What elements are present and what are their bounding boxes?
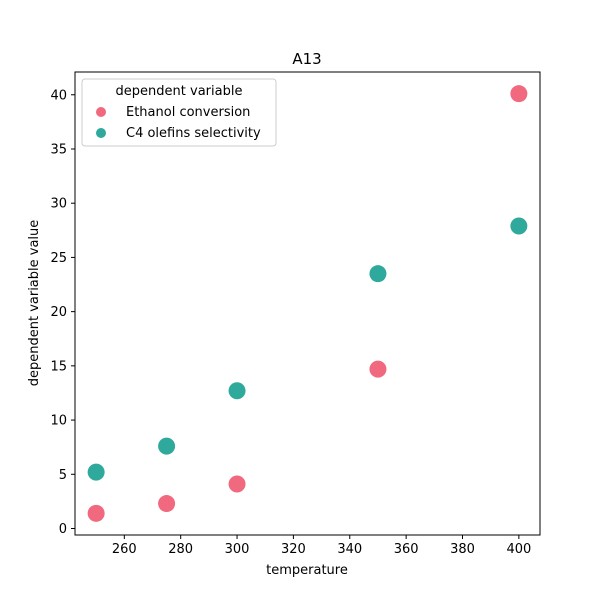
y-tick-label: 10 [50, 414, 67, 429]
x-tick-label: 260 [112, 542, 137, 557]
point-c4-olefins-selectivity-1 [158, 437, 176, 455]
point-ethanol-conversion-0 [87, 504, 105, 522]
y-tick-label: 5 [59, 468, 67, 483]
legend-box [81, 78, 277, 147]
point-c4-olefins-selectivity-4 [510, 217, 528, 235]
y-tick-label: 0 [59, 522, 67, 537]
legend-marker-c4-olefins-selectivity [96, 128, 106, 138]
point-ethanol-conversion-3 [369, 360, 387, 378]
y-axis-label: dependent variable value [27, 220, 42, 387]
x-tick-label: 320 [281, 542, 306, 557]
x-tick-label: 340 [337, 542, 362, 557]
point-c4-olefins-selectivity-0 [87, 463, 105, 481]
axes: 260 280 300 320 340 360 380 400 0 5 10 15 20 25 30 35 40 [50, 71, 541, 557]
x-axis-label: temperature [266, 563, 348, 578]
y-tick-label: 35 [50, 142, 67, 157]
x-tick-label: 380 [450, 542, 475, 557]
y-tick-label: 25 [50, 251, 67, 266]
point-c4-olefins-selectivity-2 [228, 382, 246, 400]
y-tick-label: 15 [50, 359, 67, 374]
y-tick-label: 20 [50, 305, 67, 320]
legend-marker-ethanol-conversion [96, 107, 106, 117]
legend-label-ethanol-conversion: Ethanol conversion [126, 105, 250, 120]
plot-frame [74, 71, 541, 536]
point-ethanol-conversion-1 [158, 495, 176, 513]
point-c4-olefins-selectivity-3 [369, 265, 387, 283]
chart-title: A13 [292, 50, 321, 68]
point-ethanol-conversion-2 [228, 475, 246, 493]
x-tick-label: 300 [225, 542, 250, 557]
x-tick-label: 280 [168, 542, 193, 557]
y-tick-label: 40 [50, 88, 67, 103]
x-tick-label: 400 [506, 542, 531, 557]
legend: dependent variable Ethanol conversion C4… [81, 78, 277, 147]
data-points [87, 85, 528, 522]
legend-label-c4-olefins-selectivity: C4 olefins selectivity [126, 126, 261, 141]
legend-title: dependent variable [116, 84, 243, 99]
y-tick-label: 30 [50, 197, 67, 212]
point-ethanol-conversion-4 [510, 85, 528, 103]
x-tick-label: 360 [394, 542, 419, 557]
plot-background [75, 72, 540, 535]
plot-area [75, 72, 540, 535]
